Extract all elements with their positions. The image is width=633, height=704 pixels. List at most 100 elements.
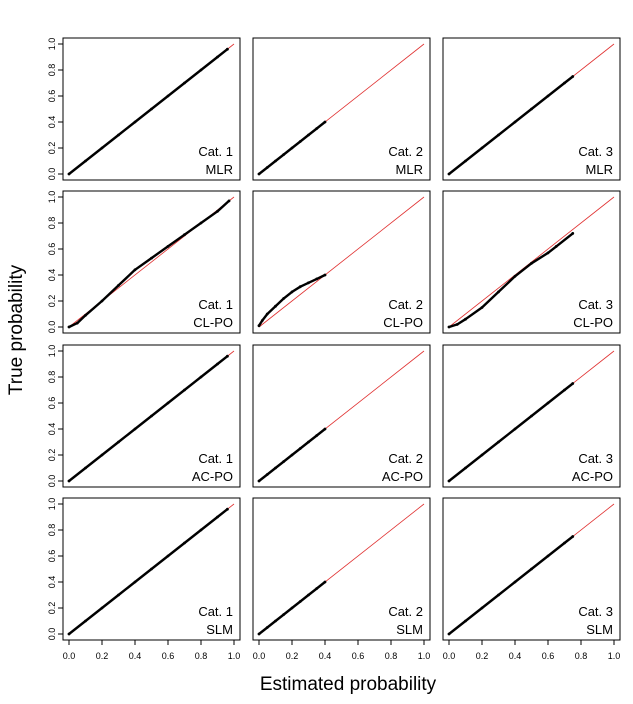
data-point	[497, 133, 500, 137]
data-point	[216, 515, 219, 519]
x-tick-label: 0.6	[352, 651, 365, 661]
panel-category-label: Cat. 2	[388, 144, 423, 159]
data-series	[67, 199, 231, 329]
data-point	[307, 593, 310, 597]
panel-4-3: 0.0 0.2 0.4 0.6 0.8 1.0 Cat. 3 SLM	[442, 497, 621, 661]
panel-model-label: MLR	[396, 162, 423, 177]
data-point	[257, 172, 261, 176]
data-point	[315, 587, 319, 590]
data-point	[216, 209, 219, 213]
panel-3-2: Cat. 2 AC-PO	[252, 344, 431, 488]
panel-model-label: SLM	[206, 622, 233, 637]
y-tick-label: 0.0	[47, 475, 57, 488]
data-point	[117, 133, 120, 137]
data-point	[274, 304, 277, 308]
data-point	[315, 434, 319, 437]
data-point	[497, 440, 500, 444]
y-tick-label: 0.8	[47, 371, 57, 384]
data-point	[563, 541, 566, 545]
panel-4-2: 0.0 0.2 0.4 0.6 0.8 1.0 Cat. 2 SLM	[252, 497, 431, 661]
data-point	[513, 274, 517, 278]
data-point	[290, 146, 294, 150]
data-point	[455, 323, 459, 326]
data-point	[257, 632, 261, 636]
data-point	[67, 172, 71, 176]
data-point	[100, 606, 104, 610]
y-tick-label: 0.2	[47, 449, 57, 462]
data-point	[530, 414, 533, 418]
data-point	[530, 261, 533, 265]
y-tick-label: 0.6	[47, 90, 57, 103]
y-tick-label: 0.6	[47, 550, 57, 563]
x-tick-label: 0.0	[253, 651, 266, 661]
panel-category-label: Cat. 2	[388, 604, 423, 619]
data-point	[480, 606, 484, 610]
data-point	[563, 388, 566, 392]
data-point	[480, 453, 484, 457]
data-point	[530, 567, 533, 571]
data-point	[554, 245, 558, 248]
data-point	[480, 306, 484, 309]
data-point	[226, 507, 229, 511]
x-tick-label: 0.4	[319, 651, 332, 661]
reference-line	[258, 196, 425, 328]
panel-model-label: CL-PO	[573, 315, 613, 330]
data-point	[133, 427, 137, 431]
y-tick-label: 0.0	[47, 168, 57, 181]
panel-category-label: Cat. 1	[198, 451, 233, 466]
x-tick-label: 0.0	[443, 651, 456, 661]
y-tick-label: 0.0	[47, 321, 57, 334]
data-point	[315, 277, 319, 281]
data-point	[199, 528, 203, 532]
data-point	[150, 256, 153, 260]
y-tick-label: 0.8	[47, 64, 57, 77]
data-point	[323, 427, 327, 431]
data-point	[571, 232, 575, 235]
data-point	[199, 68, 203, 72]
data-point	[117, 440, 120, 444]
data-point	[227, 199, 231, 203]
data-point	[571, 382, 575, 385]
data-point	[150, 567, 153, 571]
data-point	[447, 479, 451, 483]
panel-model-label: AC-PO	[382, 469, 423, 484]
y-tick-label: 1.0	[47, 38, 57, 51]
panel-model-label: CL-PO	[383, 315, 423, 330]
data-point	[464, 619, 467, 623]
data-point	[546, 251, 550, 255]
data-point	[257, 479, 261, 483]
y-tick-label: 0.2	[47, 295, 57, 308]
panel-2-2: Cat. 2 CL-PO	[252, 190, 431, 334]
data-point	[480, 146, 484, 150]
data-point	[67, 479, 71, 483]
data-point	[530, 107, 533, 111]
x-axis-title: Estimated probability	[260, 674, 437, 695]
data-point	[183, 541, 186, 545]
data-point	[117, 284, 120, 287]
x-tick-label: 0.8	[385, 651, 398, 661]
data-point	[447, 172, 451, 176]
data-point	[166, 245, 170, 248]
data-point	[497, 593, 500, 597]
y-tick-label: 0.4	[47, 423, 57, 436]
data-point	[199, 221, 203, 225]
panel-model-label: SLM	[586, 622, 613, 637]
x-tick-label: 0.4	[509, 651, 522, 661]
data-point	[166, 94, 170, 98]
data-point	[133, 580, 137, 584]
y-tick-label: 0.8	[47, 217, 57, 230]
panel-category-label: Cat. 2	[388, 451, 423, 466]
data-point	[216, 55, 219, 59]
y-tick-label: 0.4	[47, 116, 57, 129]
data-point	[563, 81, 566, 85]
data-point	[150, 107, 153, 111]
data-point	[150, 414, 153, 418]
data-point	[274, 466, 277, 470]
data-point	[282, 153, 286, 156]
panel-model-label: CL-PO	[193, 315, 233, 330]
panel-category-label: Cat. 3	[578, 604, 613, 619]
x-tick-label: 0.8	[195, 651, 208, 661]
y-tick-label: 0.0	[47, 628, 57, 641]
data-point	[282, 613, 286, 616]
